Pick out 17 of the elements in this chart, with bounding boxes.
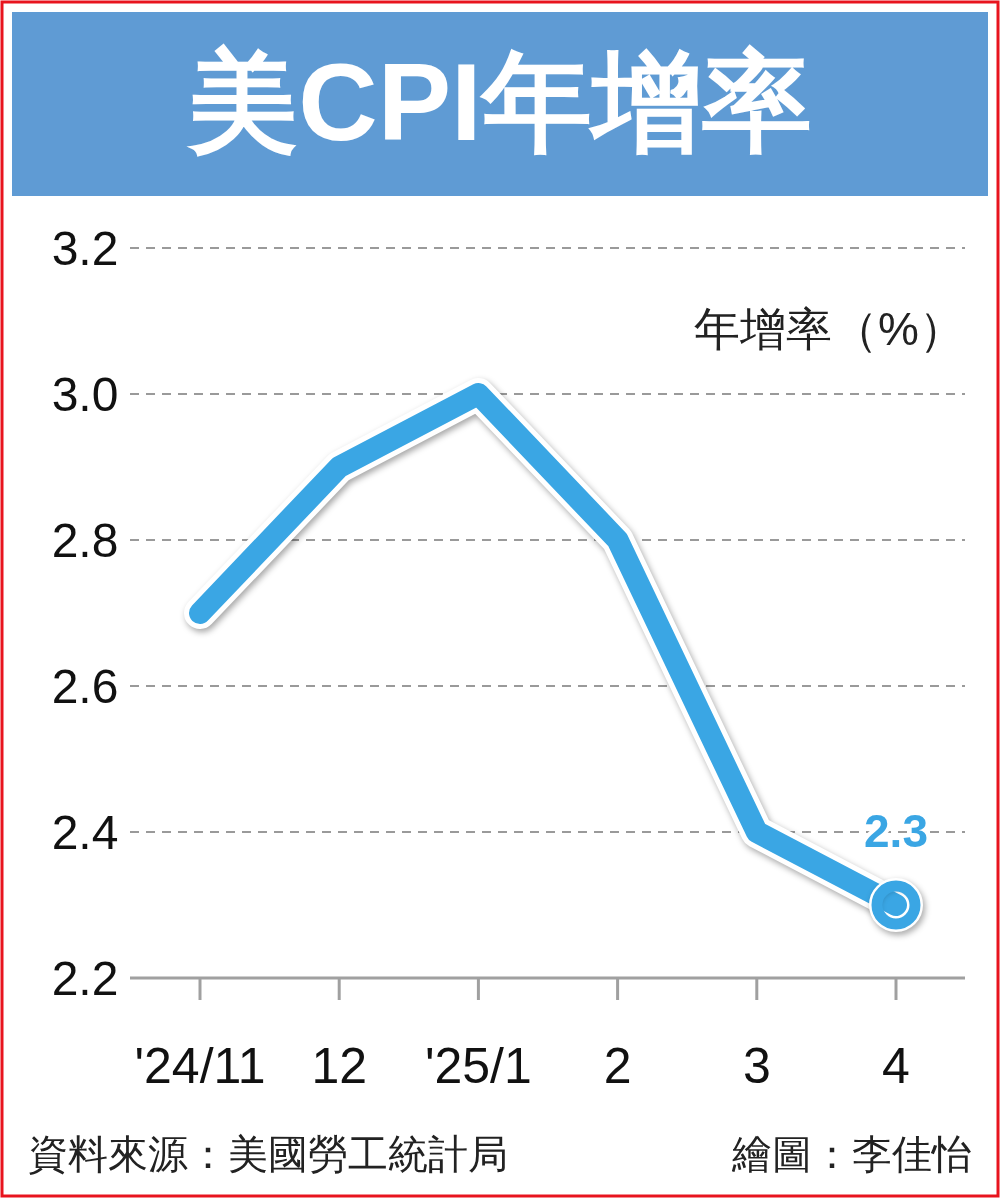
data-label: 2.3 xyxy=(864,805,928,857)
x-tick-label: '24/11 xyxy=(134,1038,266,1094)
chart-title: 美CPI年增率 xyxy=(186,40,812,163)
x-tick-label: 12 xyxy=(311,1038,368,1094)
y-axis-title: 年增率（%） xyxy=(694,303,965,355)
y-tick-label: 3.0 xyxy=(51,368,119,421)
x-tick-label: 2 xyxy=(603,1038,632,1094)
x-tick-label: 4 xyxy=(882,1038,910,1094)
y-tick-label: 3.2 xyxy=(51,222,119,275)
y-tick-label: 2.8 xyxy=(51,514,119,567)
text: 繪圖：李佳怡 xyxy=(731,1132,972,1176)
x-tick-label: '25/1 xyxy=(424,1038,532,1094)
y-tick-label: 2.6 xyxy=(51,660,119,713)
y-tick-label: 2.4 xyxy=(51,806,119,859)
source-note: 資料來源：美國勞工統計局 xyxy=(28,1132,508,1176)
x-tick-label: 3 xyxy=(742,1038,771,1094)
y-tick-label: 2.2 xyxy=(51,952,119,1005)
